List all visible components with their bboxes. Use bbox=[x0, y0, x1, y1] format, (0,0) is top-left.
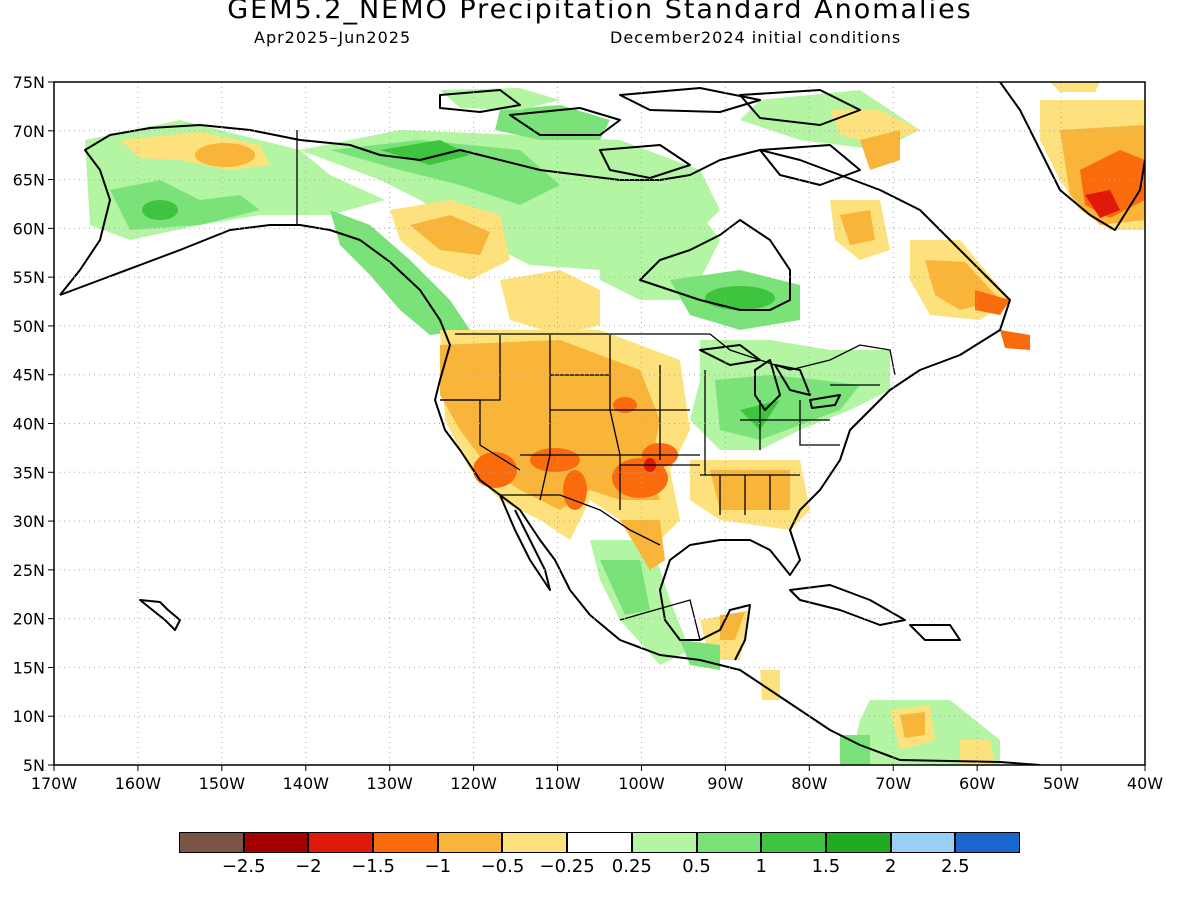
colorbar-label: 0.25 bbox=[611, 856, 652, 877]
forecast-period: Apr2025–Jun2025 bbox=[254, 28, 412, 47]
colorbar-label: −1 bbox=[424, 856, 452, 877]
colorbar-swatch bbox=[373, 832, 438, 853]
colorbar-label: −2.5 bbox=[221, 856, 266, 877]
colorbar-swatch bbox=[890, 832, 956, 853]
lon-label: 170W bbox=[31, 774, 78, 793]
lon-label: 100W bbox=[618, 774, 665, 793]
lat-label: 40N bbox=[13, 415, 45, 434]
anomaly-shading bbox=[85, 82, 1145, 765]
lat-label: 65N bbox=[13, 171, 45, 190]
lat-label: 50N bbox=[13, 317, 45, 336]
colorbar-swatch bbox=[437, 832, 503, 853]
colorbar-label: 2.5 bbox=[940, 856, 970, 877]
lon-label: 150W bbox=[199, 774, 246, 793]
political-borders bbox=[296, 130, 896, 641]
colorbar-swatch bbox=[955, 832, 1020, 853]
lat-label: 35N bbox=[13, 463, 45, 482]
colorbar-swatch bbox=[308, 832, 374, 853]
colorbar-swatch bbox=[696, 832, 762, 853]
lat-label: 45N bbox=[13, 366, 45, 385]
colorbar-label: −2 bbox=[295, 856, 322, 877]
colorbar-label: 2 bbox=[884, 856, 897, 877]
lon-label: 80W bbox=[791, 774, 827, 793]
colorbar-label: 0.5 bbox=[682, 856, 711, 877]
colorbar-label: −0.25 bbox=[539, 856, 595, 877]
coastlines bbox=[59, 82, 1145, 765]
lat-label: 10N bbox=[13, 707, 45, 726]
lon-label: 120W bbox=[450, 774, 497, 793]
lat-label: 75N bbox=[13, 73, 45, 92]
lat-label: 25N bbox=[13, 561, 45, 580]
lon-label: 140W bbox=[283, 774, 330, 793]
lon-label: 40W bbox=[1127, 774, 1163, 793]
colorbar-swatch bbox=[179, 832, 244, 853]
lon-label: 90W bbox=[707, 774, 743, 793]
lon-label: 110W bbox=[534, 774, 581, 793]
colorbar-label: 1.5 bbox=[811, 856, 841, 877]
lat-label: 5N bbox=[23, 756, 45, 775]
lon-label: 160W bbox=[115, 774, 162, 793]
lat-label: 20N bbox=[13, 610, 45, 629]
map-title: GEM5.2_NEMO Precipitation Standard Anoma… bbox=[227, 0, 973, 25]
initial-conditions: December2024 initial conditions bbox=[610, 28, 902, 47]
longitude-axis: 170W 160W 150W 140W 130W 120W 110W 100W 90W 80W 70… bbox=[31, 765, 1163, 793]
graticule bbox=[54, 82, 1145, 765]
anomaly-map: 75N 70N 65N 60N 55N 50N 45N 40N 35N 30N 25N 20N 15N 1… bbox=[13, 73, 1164, 793]
colorbar bbox=[179, 832, 1020, 853]
colorbar-swatch bbox=[567, 832, 632, 853]
lat-label: 55N bbox=[13, 268, 45, 287]
lat-label: 60N bbox=[13, 219, 45, 238]
latitude-axis: 75N 70N 65N 60N 55N 50N 45N 40N 35N 30N 25N 20N 15N 1… bbox=[13, 73, 54, 775]
lat-label: 15N bbox=[13, 658, 45, 677]
lon-label: 50W bbox=[1043, 774, 1079, 793]
lon-label: 60W bbox=[959, 774, 995, 793]
colorbar-label: −1.5 bbox=[351, 856, 395, 877]
colorbar-swatch bbox=[631, 832, 697, 853]
colorbar-swatch bbox=[243, 832, 309, 853]
colorbar-label: 1 bbox=[755, 856, 767, 877]
lon-label: 70W bbox=[875, 774, 911, 793]
lat-label: 30N bbox=[13, 512, 45, 531]
colorbar-swatch bbox=[825, 832, 891, 853]
colorbar-label: −0.5 bbox=[480, 856, 525, 877]
lon-label: 130W bbox=[367, 774, 414, 793]
colorbar-swatch bbox=[502, 832, 568, 853]
lat-label: 70N bbox=[13, 122, 45, 141]
colorbar-swatch bbox=[761, 832, 826, 853]
